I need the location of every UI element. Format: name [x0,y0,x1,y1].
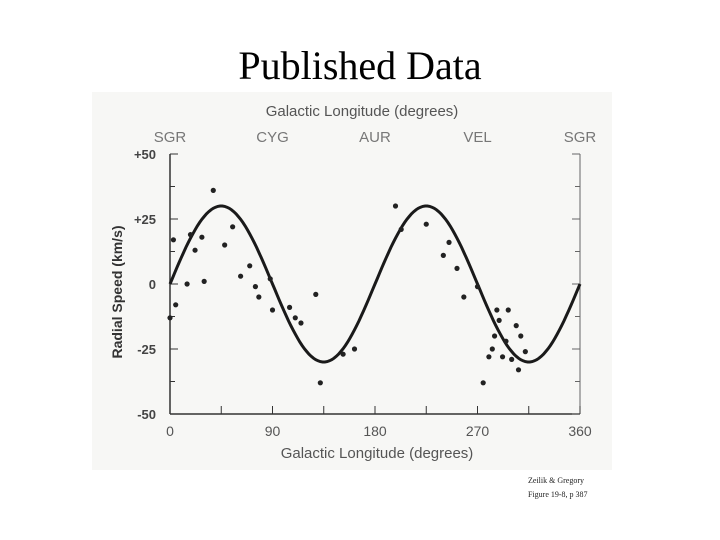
data-point [440,252,446,258]
data-point [173,302,179,308]
x-tick-label-360: 360 [568,423,592,439]
top-axis-title: Galactic Longitude (degrees) [266,103,459,120]
top-label-sgr-end: SGR [564,129,597,146]
data-point [201,278,207,284]
data-point [192,247,198,253]
slide-title: Published Data [238,43,482,88]
x-tick-label-270: 270 [466,423,490,439]
y-tick-label-plus-50: +50 [134,147,156,162]
data-point [454,265,460,271]
data-point [515,367,522,373]
data-point [513,323,519,329]
data-point [499,354,506,360]
data-point [252,284,259,290]
y-tick-label-plus-25: +25 [134,212,156,227]
data-point [392,203,399,209]
data-point [298,320,304,326]
top-label-aur: AUR [359,129,391,146]
data-point [491,333,498,339]
credit-figure-ref: Figure 19-8, p 387 [528,490,588,499]
data-point [230,224,236,230]
data-point [398,226,404,232]
data-point [474,284,481,290]
data-point [187,232,194,238]
radial-speed-chart: Galactic Longitude (degrees) SGR CYG AUR… [109,103,597,462]
data-point [317,380,323,386]
x-tick-label-0: 0 [166,423,174,439]
data-point [167,315,173,321]
data-point [505,307,511,313]
figure-credit: Zeilik & Gregory Figure 19-8, p 387 [528,474,588,502]
y-tick-label-minus-25: -25 [137,342,156,357]
data-point [503,338,509,344]
top-label-sgr-start: SGR [154,129,187,146]
data-point [340,351,346,357]
data-point [256,294,262,300]
credit-authors: Zeilik & Gregory [528,476,584,485]
data-point [269,307,276,313]
data-point [480,380,486,386]
top-label-vel: VEL [463,129,491,146]
data-point [313,291,319,297]
data-point [494,307,500,313]
top-label-cyg: CYG [256,129,289,146]
data-point [210,187,216,193]
x-tick-label-180: 180 [363,423,387,439]
data-points [167,187,528,386]
data-point [522,349,528,355]
data-point [238,273,244,279]
data-point [351,346,358,352]
data-point [489,346,495,352]
data-point [486,354,492,360]
data-point [496,317,502,323]
data-point [184,281,190,287]
data-point [509,356,515,362]
y-axis-title: Radial Speed (km/s) [109,225,125,358]
data-point [199,234,205,240]
x-axis-title: Galactic Longitude (degrees) [281,445,474,462]
axis-ticks [169,153,581,415]
data-point [267,276,273,282]
data-point [286,304,293,310]
sine-fit-curve [168,204,582,364]
scanned-figure-background [92,92,612,470]
data-point [222,242,228,248]
data-point [423,221,429,227]
y-tick-label-0: 0 [149,277,156,292]
data-point [292,315,298,321]
y-tick-label-minus-50: -50 [137,407,156,422]
data-point [518,333,524,339]
x-tick-label-90: 90 [265,423,281,439]
data-point [446,239,452,245]
data-point [247,263,253,269]
data-point [170,237,177,243]
data-point [461,294,467,300]
